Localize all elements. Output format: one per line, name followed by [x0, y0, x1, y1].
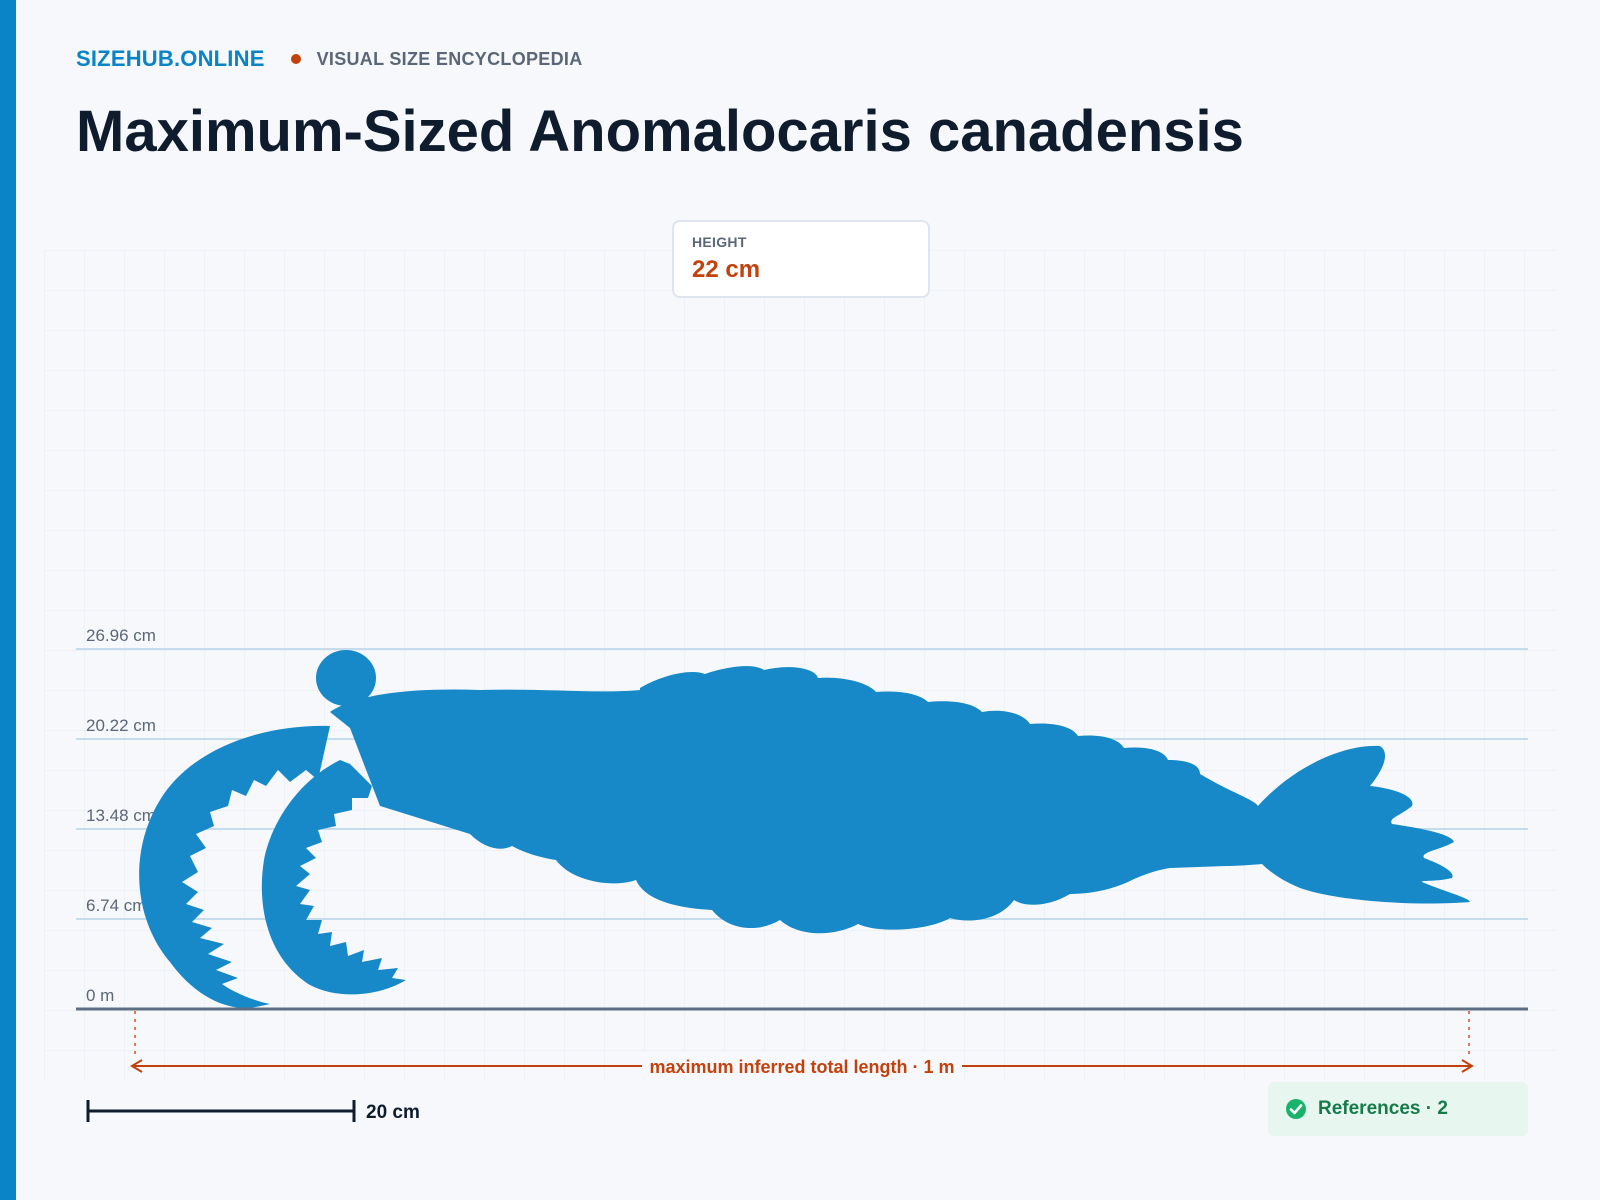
silhouette-eye — [316, 650, 376, 706]
length-label-bg — [642, 1052, 962, 1078]
grid-background — [44, 250, 1556, 1080]
silhouette-frontal-appendage-left — [139, 725, 330, 1009]
accent-bar — [0, 0, 16, 1200]
scale-bar-label: 20 cm — [366, 1102, 420, 1123]
tick-label-0: 0 m — [86, 986, 114, 1005]
tick-label-20: 20.22 cm — [86, 716, 156, 735]
height-stat-value: 22 cm — [692, 256, 761, 283]
tick-label-6: 6.74 cm — [86, 896, 146, 915]
size-comparison-diagram: 26.96 cm 20.22 cm 13.48 cm 6.74 cm 0 m m… — [44, 250, 1556, 1123]
header-brand-row: SIZEHUB.ONLINE VISUAL SIZE ENCYCLOPEDIA — [76, 46, 583, 72]
length-label: maximum inferred total length · 1 m — [649, 1057, 954, 1077]
site-brand[interactable]: SIZEHUB.ONLINE — [76, 46, 265, 71]
separator-dot — [290, 54, 301, 64]
tick-label-13: 13.48 cm — [86, 806, 156, 825]
references-label: References · 2 — [1318, 1098, 1448, 1119]
scale-bar — [86, 1100, 356, 1122]
silhouette-body — [330, 666, 1470, 934]
height-stat-card: HEIGHT 22 cm — [672, 220, 930, 298]
silhouette-frontal-appendage-right — [261, 760, 406, 995]
page-title: Maximum-Sized Anomalocaris canadensis — [76, 99, 1244, 164]
tick-label-26: 26.96 cm — [86, 626, 156, 645]
references-button[interactable]: References · 2 — [1268, 1082, 1528, 1136]
height-stat-label: HEIGHT — [692, 234, 747, 250]
site-tagline: VISUAL SIZE ENCYCLOPEDIA — [316, 48, 583, 69]
check-circle-icon — [1286, 1099, 1306, 1119]
anomalocaris-silhouette — [139, 650, 1470, 1009]
